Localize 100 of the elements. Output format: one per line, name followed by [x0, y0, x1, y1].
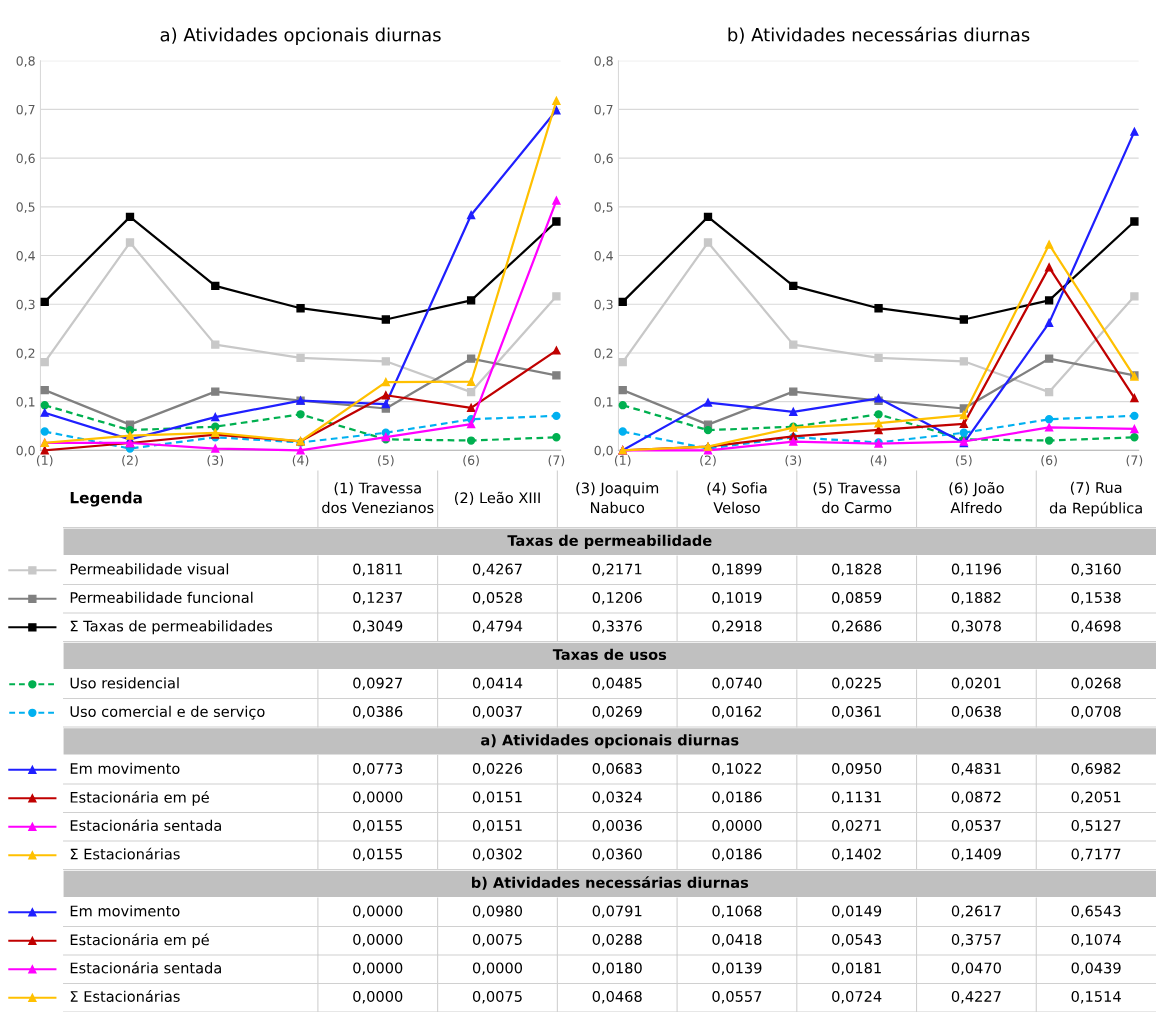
text: a) Atividades opcionais diurnas	[481, 734, 739, 749]
data-label: 0,1022	[712, 762, 761, 776]
legend-label: Estacionária sentada	[70, 819, 221, 832]
x-tick-label: (2)	[700, 455, 716, 467]
data-label: 0,0528	[472, 592, 523, 605]
x-tick-label: (7)	[1126, 455, 1143, 467]
x-tick-label: (3)	[785, 455, 802, 467]
data-label: 0,0151	[472, 819, 522, 833]
legend-label: Uso comercial e de serviço	[70, 705, 265, 720]
data-label: 0,1131	[832, 791, 881, 804]
data-label: 0,1019	[712, 592, 762, 605]
data-label: 0,0000	[353, 791, 403, 804]
y-tick-label: 0,2	[16, 348, 35, 360]
data-label: 0,2918	[712, 620, 762, 634]
data-label: 0,0557	[712, 990, 762, 1004]
data-label: 0,0872	[951, 791, 1001, 804]
legend-label: Estacionária em pé	[70, 790, 209, 806]
data-label: 0,1206	[592, 592, 642, 605]
data-label: 0,0162	[712, 705, 761, 719]
x-tick-label: (4)	[870, 455, 887, 467]
data-label: 0,0485	[592, 677, 642, 691]
y-tick-label: 0,1	[16, 397, 35, 408]
text: Legenda	[70, 491, 142, 507]
data-label: 0,3376	[592, 620, 642, 634]
text: Taxas de usos	[552, 648, 667, 661]
y-tick-label: 0,6	[16, 153, 35, 165]
data-label: 0,0155	[353, 848, 402, 861]
legend-label: Σ Estacionárias	[70, 847, 180, 860]
legend-label: Permeabilidade visual	[70, 563, 229, 575]
category-label: (3) Joaquim Nabuco	[576, 482, 659, 514]
x-tick-label: (6)	[463, 455, 479, 467]
data-label: 0,0683	[592, 762, 642, 776]
data-label: 0,0791	[592, 905, 642, 918]
data-label: 0,0000	[353, 990, 403, 1004]
y-tick-label: 0,4	[16, 251, 35, 262]
y-tick-label: 0,7	[594, 104, 613, 116]
legend-label: Uso residencial	[70, 677, 179, 689]
data-label: 0,3160	[1071, 563, 1121, 577]
y-tick-label: 0,6	[594, 153, 613, 165]
y-tick-label: 0,3	[594, 299, 613, 311]
x-tick-label: (6)	[1041, 455, 1057, 467]
chart-title: a) Atividades opcionais diurnas	[160, 27, 441, 46]
data-label: 0,0000	[353, 905, 403, 918]
data-label: 0,0708	[1071, 705, 1121, 719]
data-label: 0,4227	[951, 990, 1001, 1004]
data-label: 0,4794	[472, 620, 523, 634]
data-label: 0,0859	[832, 592, 882, 605]
data-label: 0,0186	[712, 848, 762, 861]
data-label: 0,0139	[712, 962, 762, 975]
data-label: 0,6982	[1071, 762, 1121, 776]
data-label: 0,0950	[832, 762, 882, 776]
data-label: 0,0036	[592, 819, 642, 833]
data-label: 0,0418	[712, 933, 762, 947]
data-label: 0,1402	[832, 848, 881, 861]
data-label: 0,0543	[832, 933, 882, 947]
data-label: 0,1828	[832, 563, 882, 577]
data-label: 0,0773	[353, 762, 403, 776]
y-tick-label: 0,5	[594, 202, 613, 214]
data-label: 0,0980	[472, 905, 523, 918]
x-tick-label: (1)	[614, 455, 631, 467]
data-label: 0,0000	[353, 962, 403, 975]
legend-label: Permeabilidade funcional	[70, 591, 253, 604]
data-label: 0,0180	[592, 962, 642, 975]
x-tick-label: (1)	[36, 455, 53, 467]
data-label: 0,0414	[472, 677, 523, 691]
legend-label: Em movimento	[70, 762, 180, 775]
category-label: (1) Travessa dos Venezianos	[322, 482, 434, 514]
data-label: 0,0638	[951, 705, 1001, 719]
data-label: 0,0000	[472, 962, 523, 975]
data-label: 0,2171	[592, 563, 642, 577]
data-label: 0,0269	[592, 705, 642, 719]
data-label: 0,0360	[592, 848, 642, 861]
x-tick-label: (7)	[548, 455, 565, 467]
data-label: 0,1882	[951, 592, 1001, 605]
category-label: (2) Leão XIII	[454, 491, 540, 506]
data-label: 0,0537	[951, 819, 1001, 833]
data-label: 0,1538	[1071, 592, 1121, 605]
legend-label: Estacionária em pé	[70, 933, 209, 949]
y-tick-label: 0,0	[16, 445, 35, 457]
y-tick-label: 0,3	[16, 299, 35, 311]
data-label: 0,0302	[472, 848, 522, 861]
data-label: 0,6543	[1071, 905, 1121, 918]
data-label: 0,0155	[353, 819, 402, 833]
y-tick-label: 0,7	[16, 104, 35, 116]
text: b) Atividades necessárias diurnas	[472, 876, 749, 890]
data-label: 0,2051	[1071, 791, 1121, 804]
data-label: 0,1409	[951, 848, 1001, 861]
data-label: 0,2686	[832, 620, 882, 634]
legend-label: Em movimento	[70, 905, 180, 917]
data-label: 0,3078	[951, 620, 1001, 634]
data-label: 0,1514	[1071, 990, 1121, 1004]
category-label: (7) Rua da República	[1049, 481, 1142, 517]
x-tick-label: (5)	[378, 455, 394, 467]
data-label: 0,4831	[951, 762, 1001, 776]
data-label: 0,0468	[592, 990, 642, 1004]
data-label: 0,0225	[832, 677, 881, 691]
category-label: (4) Sofia Veloso	[707, 482, 767, 514]
data-label: 0,0186	[712, 791, 762, 804]
data-label: 0,0226	[472, 762, 523, 776]
category-label: (5) Travessa do Carmo	[813, 482, 900, 514]
